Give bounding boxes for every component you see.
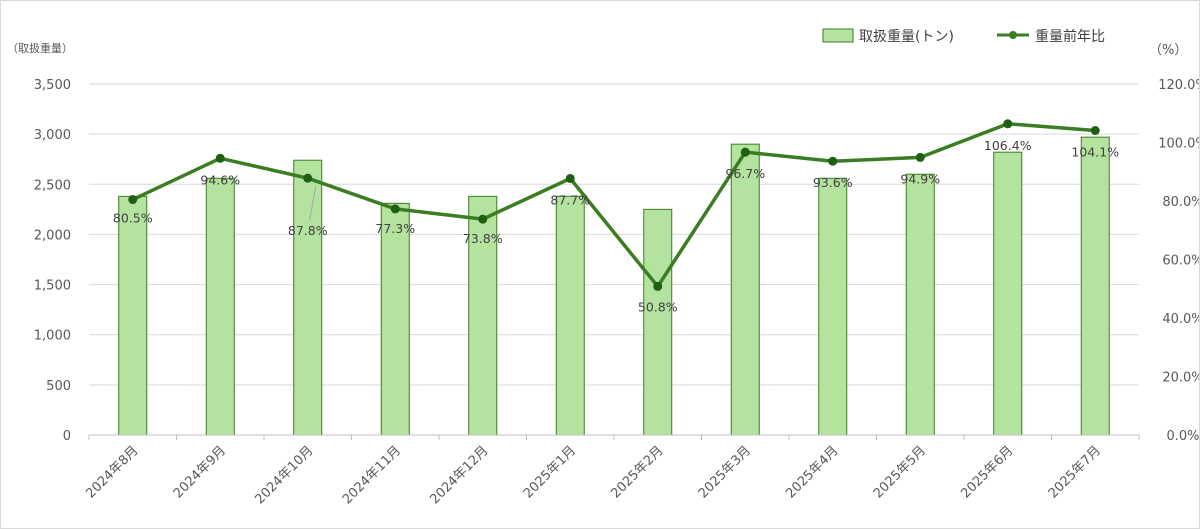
y-right-tick-label: 20.0% — [1162, 371, 1199, 386]
x-tick-label: 2024年11月 — [340, 443, 404, 507]
legend-bar-swatch — [822, 28, 854, 43]
x-axis-labels: 2024年8月 2024年9月 2024年10月 2024年11月 2024年12月 20… — [83, 443, 1104, 507]
line-point — [828, 156, 838, 166]
line-point — [1090, 126, 1100, 136]
line-point — [915, 152, 925, 162]
legend-line-marker — [1009, 31, 1017, 39]
data-label: 73.8% — [463, 231, 503, 246]
y-left-tick-label: 3,500 — [34, 78, 71, 93]
line-point — [390, 204, 400, 214]
data-label: 94.6% — [200, 172, 240, 187]
line-series — [128, 119, 1100, 291]
x-tick-label: 2024年9月 — [171, 443, 229, 501]
legend: 取扱重量(トン) 重量前年比 — [822, 28, 1105, 45]
y-axis-right: 0.0% 20.0% 40.0% 60.0% 80.0% 100.0% 120.0% — [1158, 78, 1199, 444]
data-label: 77.3% — [375, 221, 415, 236]
x-tick-label: 2025年4月 — [783, 443, 841, 501]
data-label: 104.1% — [1071, 145, 1119, 160]
x-tick-label: 2025年7月 — [1046, 443, 1104, 501]
bar — [1080, 136, 1110, 436]
y-left-tick-label: 3,000 — [34, 128, 71, 143]
bar — [643, 208, 673, 436]
y-right-tick-label: 60.0% — [1162, 254, 1199, 269]
bar — [730, 143, 760, 436]
gridlines — [89, 83, 1139, 386]
x-tick-label: 2025年3月 — [696, 443, 754, 501]
y-axis-left-title: （取扱重量） — [7, 41, 73, 55]
data-label: 106.4% — [984, 138, 1032, 153]
label-leader-line — [309, 186, 317, 221]
y-right-tick-label: 40.0% — [1162, 312, 1199, 327]
line-point — [215, 153, 225, 163]
line-point — [303, 173, 313, 183]
line-point — [478, 214, 488, 224]
line-point — [740, 147, 750, 157]
y-left-tick-label: 1,000 — [34, 329, 71, 344]
data-label: 94.9% — [900, 171, 940, 186]
y-right-tick-label: 80.0% — [1162, 195, 1199, 210]
y-left-tick-label: 2,000 — [34, 228, 71, 243]
line-point — [653, 281, 663, 291]
y-right-tick-label: 120.0% — [1158, 78, 1199, 93]
line-point — [128, 195, 138, 205]
y-left-tick-label: 500 — [46, 379, 71, 394]
x-tick-label: 2025年2月 — [608, 443, 666, 501]
bar — [118, 195, 148, 436]
y-left-tick-label: 2,500 — [34, 178, 71, 193]
x-tick-label: 2025年5月 — [871, 443, 929, 501]
y-axis-right-title: （%） — [1149, 43, 1187, 58]
data-labels: 80.5% 94.6% 87.8% 77.3% 73.8% 87.7% 50.8% 96.7%… — [113, 138, 1119, 315]
x-axis-line — [88, 434, 1140, 440]
bar — [380, 202, 410, 436]
x-tick-label: 2024年8月 — [83, 443, 141, 501]
bar-series — [118, 136, 1110, 436]
data-label: 96.7% — [725, 166, 765, 181]
data-label: 50.8% — [638, 299, 678, 314]
y-right-tick-label: 100.0% — [1158, 137, 1199, 152]
x-tick-label: 2025年6月 — [958, 443, 1016, 501]
data-label: 87.7% — [550, 192, 590, 207]
data-label: 80.5% — [113, 211, 153, 226]
y-right-tick-label: 0.0% — [1166, 429, 1199, 444]
legend-line-label: 重量前年比 — [1035, 28, 1105, 45]
bar — [905, 173, 935, 436]
y-left-tick-label: 1,500 — [34, 279, 71, 294]
line-point — [1003, 119, 1013, 129]
x-tick-label: 2025年1月 — [521, 443, 579, 501]
data-label: 87.8% — [288, 223, 328, 238]
y-axis-left: 0 500 1,000 1,500 2,000 2,500 3,000 3,500 — [34, 78, 71, 444]
line-point — [565, 173, 575, 183]
bar — [818, 177, 848, 436]
bar — [293, 159, 323, 436]
x-tick-label: 2024年12月 — [427, 443, 491, 507]
x-tick-label: 2024年10月 — [252, 443, 316, 507]
y-left-tick-label: 0 — [63, 429, 71, 444]
bar — [555, 195, 585, 436]
bar — [993, 151, 1023, 436]
legend-bar-label: 取扱重量(トン) — [859, 29, 954, 45]
bar — [205, 177, 235, 436]
yoy-line — [132, 122, 1096, 289]
data-label: 93.6% — [813, 175, 853, 190]
